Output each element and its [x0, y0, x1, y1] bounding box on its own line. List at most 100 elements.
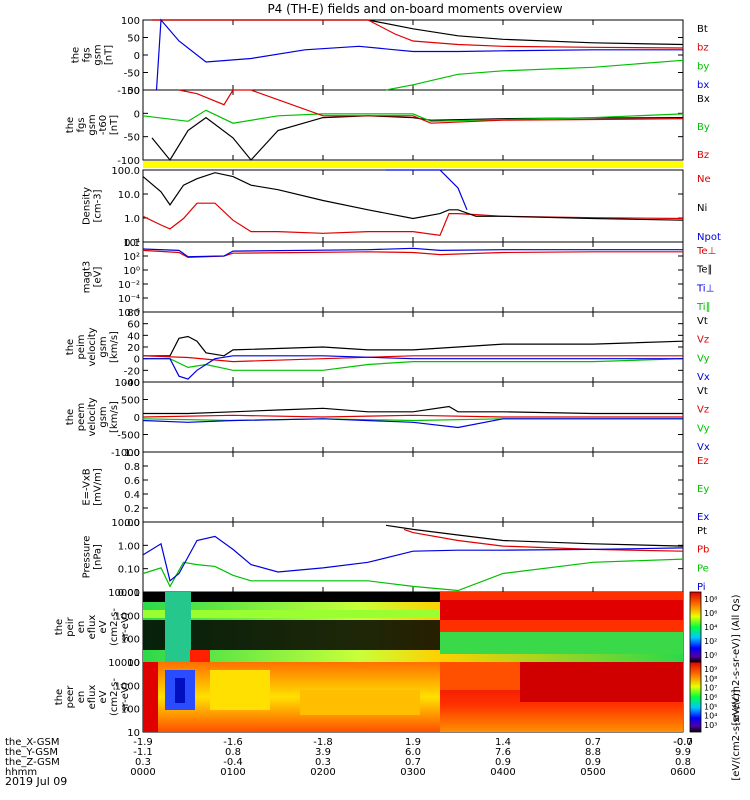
- y-label-line: [cm-3]: [93, 189, 104, 222]
- y-tick-label: 0: [134, 413, 140, 424]
- y-tick-label: 100: [121, 705, 140, 716]
- panel-frame: [142, 451, 684, 523]
- y-label-line: peem: [76, 403, 87, 431]
- y-label-line: velocity: [87, 397, 98, 436]
- y-label-line: velocity: [87, 327, 98, 366]
- panel-fgs: the fgs gsm [nT] 100 50 0 -50 -100 Bt bz by bx: [71, 16, 710, 97]
- y-tick-label: 60: [127, 320, 140, 331]
- y-tick-label: -500: [117, 431, 140, 442]
- y-label-line: eflux: [87, 615, 98, 640]
- y-tick-label: 50: [127, 86, 140, 97]
- y-tick-label: 10000: [108, 588, 140, 599]
- y-label-line: gsm: [87, 114, 98, 135]
- panel-temp: magt3 [eV] 10⁴ 10² 10⁰ 10⁻² 10⁻⁴ 10⁻⁶ Te⊥ Te∥ Ti⊥ T…: [82, 238, 717, 319]
- series-temp-Ti⊥: [142, 247, 683, 258]
- chart-title: P4 (TH-E) fields and on-board moments ov…: [267, 2, 562, 16]
- y-tick-label: 10⁴: [123, 238, 140, 249]
- y-label-line: the: [65, 117, 76, 133]
- legend-Vy: Vy: [697, 423, 710, 434]
- orbit-row-value: 0.8: [225, 747, 241, 758]
- series-temp-Te⊥: [142, 249, 683, 259]
- legend-Ez: Ez: [697, 456, 709, 467]
- y-label-line: the: [54, 689, 65, 705]
- series-fgs-bx: [155, 18, 683, 91]
- quality-flag-bar: [143, 161, 683, 168]
- y-label-line: Density: [82, 187, 93, 225]
- y-tick-label: -20: [124, 366, 140, 377]
- panel-pressure: Pressure [nPa] 10.00 1.00 0.10 0.01 Pt Pb Pe Pi: [82, 518, 710, 599]
- legend-Pt: Pt: [697, 526, 707, 537]
- legend-Ti⊥: Ti⊥: [696, 283, 714, 294]
- orbit-row-label: the_Z-GSM: [5, 757, 60, 768]
- legend-bx: bx: [697, 80, 709, 91]
- y-label-line: en: [76, 621, 87, 634]
- colorbar-ion: [689, 591, 702, 663]
- orbit-row-label: the_X-GSM: [5, 737, 59, 748]
- panel-efield: E=-VxB [mV/m] 1.0 0.8 0.6 0.4 0.2 0.0 Ez Ey Ex: [82, 448, 710, 529]
- x-axis: the_X-GSM -1.9 -1.6 -1.8 1.9 1.4 0.7 -0.0-0.7 th…: [5, 737, 696, 778]
- orbit-row-value: 0.3: [135, 757, 151, 768]
- legend-Te⊥: Te⊥: [696, 246, 716, 257]
- orbit-row-value: 0500: [580, 767, 605, 778]
- y-tick-label: 0.10: [118, 565, 140, 576]
- colorbar-tick: 10⁹: [704, 665, 717, 674]
- orbit-row-value: 0.3: [315, 757, 331, 768]
- y-label-line: the: [54, 619, 65, 635]
- series-vi-Vt: [143, 335, 684, 357]
- y-tick-label: 500: [121, 396, 140, 407]
- series-vi-Vy: [143, 358, 684, 371]
- y-tick-label: 10²: [123, 252, 140, 263]
- y-label-line: (cm2-s-: [109, 608, 120, 646]
- legend-Te∥: Te∥: [696, 265, 713, 276]
- legend-Ni: Ni: [697, 203, 707, 214]
- colorbar-tick: 10⁵: [704, 702, 717, 711]
- y-tick-label: 0: [134, 355, 140, 366]
- series-pressure-Pi: [142, 535, 684, 582]
- orbit-row-value: 9.9: [675, 747, 691, 758]
- y-tick-label: 0.01: [118, 588, 140, 599]
- y-tick-label: -50: [124, 133, 140, 144]
- colorbar-tick: 10⁴: [704, 712, 717, 721]
- y-tick-label: 1.0: [124, 214, 140, 225]
- series-density-Npot: [386, 169, 468, 211]
- legend-Bz: Bz: [697, 150, 709, 161]
- panel-density: Density [cm-3] 100.0 10.0 1.0 0.1 Ne Ni Npot: [82, 166, 721, 249]
- orbit-row-value: 0400: [490, 767, 515, 778]
- orbit-row-value: 0.8: [675, 757, 691, 768]
- y-tick-label: 1000: [115, 378, 140, 389]
- legend-Ex: Ex: [697, 512, 709, 523]
- y-label-line: [km/s]: [109, 401, 120, 433]
- legend-Vz: Vz: [697, 405, 709, 416]
- colorbar-electron: [689, 661, 702, 733]
- y-label-line: [mV/m]: [93, 468, 104, 506]
- y-tick-label: 10000: [108, 658, 140, 669]
- y-tick-label: -100: [117, 86, 140, 97]
- y-tick-label: 0: [134, 109, 140, 120]
- y-tick-label: 10.00: [111, 518, 140, 529]
- series-fgs_hp-Bx: [151, 115, 684, 162]
- y-label-line: peer: [65, 685, 76, 709]
- y-label-line: [eV]: [93, 267, 104, 288]
- y-tick-label: 1000: [115, 611, 140, 622]
- legend-Pb: Pb: [697, 545, 709, 556]
- orbit-row-label: hhmm: [5, 767, 37, 778]
- legend-Vx: Vx: [697, 442, 710, 453]
- legend-bz: bz: [697, 43, 709, 54]
- y-tick-label: 10: [127, 658, 140, 669]
- panel-frame: [142, 19, 684, 91]
- series-fgs_hp-By: [142, 109, 684, 124]
- y-tick-label: 1.00: [118, 541, 140, 552]
- y-tick-label: -50: [124, 69, 140, 80]
- colorbar-tick: 10⁰: [704, 651, 717, 660]
- y-label-line: gsm: [98, 336, 109, 357]
- series-fgs-bz: [152, 19, 684, 49]
- series-pressure-Pe: [142, 558, 684, 592]
- legend-Pi: Pi: [697, 582, 706, 593]
- y-label-line: E=-VxB: [82, 468, 93, 505]
- y-tick-label: 10⁻²: [118, 280, 140, 291]
- legend-Npot: Npot: [697, 232, 721, 243]
- colorbar-label-2: [eV/(cm2-s-sr-eV)]: [731, 689, 742, 780]
- y-tick-label: 80: [127, 308, 140, 319]
